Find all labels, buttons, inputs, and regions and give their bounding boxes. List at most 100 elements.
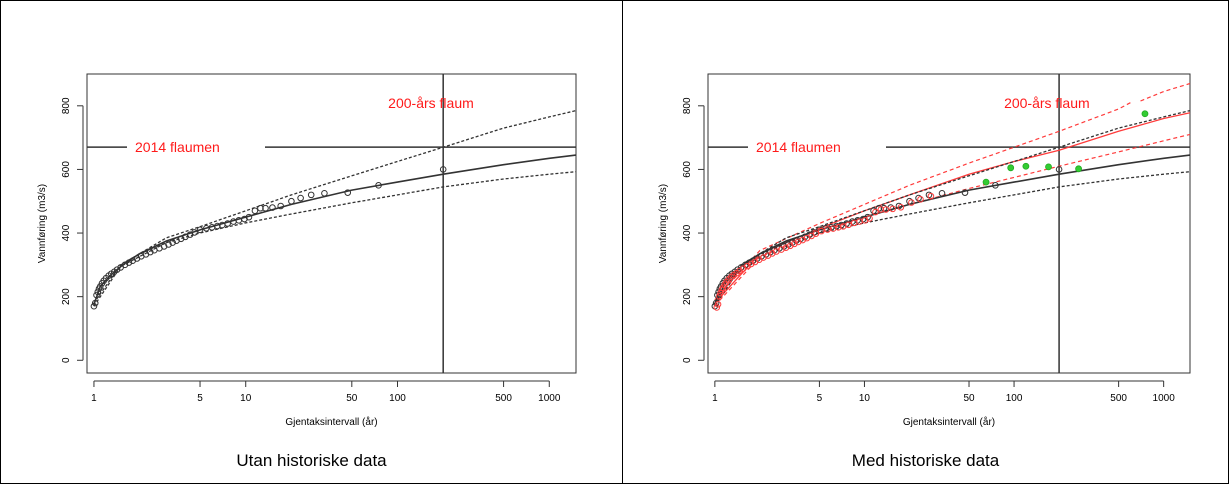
observed-point [214,222,221,230]
observed-point [94,288,102,296]
observed-point [224,220,231,227]
observed-point-red [877,206,885,213]
observed-point [251,207,259,215]
caption-left: Utan historiske data [236,451,387,470]
observed-point-red [908,199,915,206]
ci-historic-lower [714,133,1191,307]
x-axis-label: Gjentaksintervall (år) [285,416,377,428]
ci-lower [93,171,577,307]
x-tick-label: 5 [197,393,203,404]
y-tick-label: 800 [61,97,72,114]
plot-frame [86,73,577,374]
historic-point [1022,162,1030,170]
x-tick-label: 100 [1006,393,1023,404]
historic-point [1075,165,1082,173]
observed-point [938,189,946,197]
fit-central [714,154,1191,305]
observed-point [91,299,99,307]
observed-point-red [897,203,905,211]
y-tick-label: 0 [61,357,72,363]
x-tick-label: 5 [817,393,823,404]
observed-point-red [714,300,722,308]
x-tick-label: 1 [712,393,718,404]
observed-point-red [889,205,897,213]
x-tick-label: 50 [346,393,358,404]
y-tick-label: 400 [682,224,693,241]
x-tick-label: 50 [963,393,975,404]
plot-frame [707,73,1191,374]
observed-point [245,213,253,221]
observed-point-red [786,242,794,250]
y-axis-label: Vannføring (m3/s) [658,184,669,263]
observed-point-red [799,236,806,244]
observed-point [169,239,176,246]
observed-point [288,197,295,205]
caption-right: Med historiske data [851,451,1000,470]
observed-point [93,291,100,299]
x-tick-label: 1000 [1153,393,1176,404]
ci-historic-upper-ext [1140,82,1191,102]
y-axis-label: Vannføring (m3/s) [37,184,48,263]
historic-point [982,178,990,186]
y-tick-label: 600 [682,161,693,178]
observed-point [297,194,304,202]
fit-central [93,154,577,305]
observed-point [375,182,382,189]
observed-point [165,241,172,248]
x-axis-label: Gjentaksintervall (år) [903,416,995,428]
observed-point-red [768,250,776,257]
observed-point-red [917,196,924,203]
observed-point [961,189,969,196]
observed-point-red [717,289,724,297]
observed-point [439,166,447,173]
ci-upper [93,109,577,304]
annotation-2014-flaumen: 2014 flaumen [756,139,841,155]
observed-point-red [845,221,852,229]
observed-point [196,226,204,234]
observed-point-red [719,284,727,292]
observed-point-red [716,293,723,300]
historic-point [1007,164,1015,172]
annotation-200-ars-flaum: 200-års flaum [388,95,474,111]
observed-point-red [882,206,890,213]
observed-point-red [713,304,721,311]
observed-point [262,204,269,212]
observed-point-red [747,260,755,268]
x-tick-label: 10 [240,393,252,404]
y-tick-label: 0 [682,357,693,363]
observed-point-red [866,215,873,222]
y-tick-label: 400 [61,224,72,241]
observed-point [177,235,185,243]
y-tick-label: 200 [61,288,72,305]
observed-point [191,229,198,236]
y-tick-label: 600 [61,161,72,178]
annotation-2014-flaumen: 2014 flaumen [135,139,220,155]
observed-point-red [872,208,879,216]
chart-right: 1 5 10 50 100 500 1000 0 200 400 600 800 Gjentaksint… [658,73,1191,428]
panel-left: 1 5 10 50 100 500 1000 0 200 400 600 800 Gjentaksint… [0,0,623,484]
historic-point [1141,110,1149,118]
observed-point [1055,166,1063,173]
observed-point-red [835,224,842,231]
historic-point [1045,163,1052,171]
x-tick-label: 500 [1110,393,1127,404]
chart-left: 1 5 10 50 100 500 1000 0 200 400 600 800 Gjentaksint… [37,73,577,428]
y-tick-label: 200 [682,288,693,305]
x-tick-label: 100 [389,393,406,404]
annotation-200-ars-flaum: 200-års flaum [1004,95,1090,111]
observed-point [146,248,154,256]
observed-point [992,182,999,189]
observed-point [125,259,133,266]
x-tick-label: 10 [859,393,871,404]
observed-point [269,204,276,211]
observed-point-red [927,192,935,200]
observed-point-red [818,227,825,235]
ci-lower [714,171,1191,307]
observed-point [321,189,328,197]
observed-point-red [791,240,798,248]
y-tick-label: 800 [682,97,693,114]
panel-right: 1 5 10 50 100 500 1000 0 200 400 600 800 Gjentaksint… [622,0,1229,484]
observed-point [96,283,104,290]
observed-point [344,189,352,196]
